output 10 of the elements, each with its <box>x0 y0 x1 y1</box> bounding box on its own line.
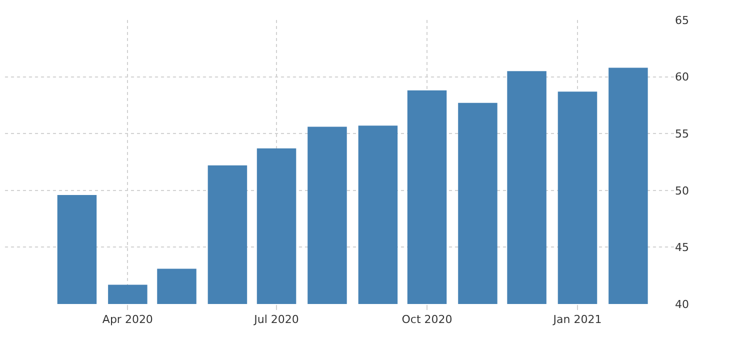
x-tick-label: Jan 2021 <box>552 313 602 326</box>
y-tick-label: 55 <box>675 127 689 140</box>
x-tick-label: Jul 2020 <box>253 313 299 326</box>
y-tick-label: 40 <box>675 298 689 311</box>
y-tick-label: 45 <box>675 241 689 254</box>
y-tick-label: 60 <box>675 70 689 84</box>
x-tick-label: Apr 2020 <box>102 313 153 326</box>
x-tick-label: Oct 2020 <box>402 313 452 326</box>
y-tick-label: 50 <box>675 184 689 198</box>
y-tick-label: 65 <box>675 14 689 27</box>
